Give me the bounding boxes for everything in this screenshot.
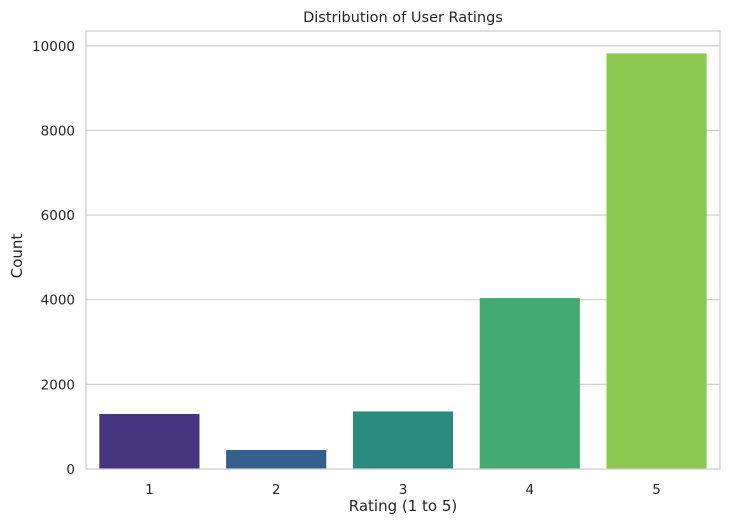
bar-rating-4 [479,298,580,469]
x-tick-label: 3 [399,482,408,498]
bar-rating-5 [606,53,707,469]
x-tick-label: 1 [145,482,154,498]
y-tick-labels: 0 2000 4000 6000 8000 10000 [32,39,75,478]
bar-rating-2 [226,449,327,469]
x-axis-label: Rating (1 to 5) [349,497,458,515]
chart-title: Distribution of User Ratings [303,10,503,26]
x-tick-label: 4 [526,482,535,498]
y-tick-label: 10000 [32,39,75,55]
y-tick-label: 4000 [41,293,75,309]
y-tick-label: 2000 [41,377,75,393]
plot-frame [85,30,721,470]
y-tick-label: 0 [66,462,75,478]
y-tick-label: 8000 [41,123,75,139]
y-tick-label: 6000 [41,208,75,224]
bar-rating-3 [352,411,454,469]
bars [99,53,707,469]
x-tick-label: 2 [272,482,281,498]
x-tick-label: 5 [652,482,661,498]
bar-rating-1 [99,413,200,469]
x-tick-labels: 1 2 3 4 5 [145,482,661,498]
y-axis-label: Count [8,234,26,279]
